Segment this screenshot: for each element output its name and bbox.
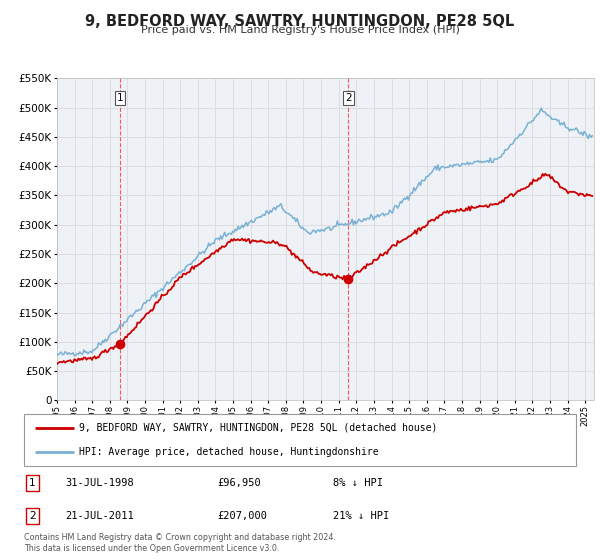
FancyBboxPatch shape: [24, 414, 576, 466]
Text: Price paid vs. HM Land Registry's House Price Index (HPI): Price paid vs. HM Land Registry's House …: [140, 25, 460, 35]
Text: 9, BEDFORD WAY, SAWTRY, HUNTINGDON, PE28 5QL: 9, BEDFORD WAY, SAWTRY, HUNTINGDON, PE28…: [85, 14, 515, 29]
Text: 8% ↓ HPI: 8% ↓ HPI: [333, 478, 383, 488]
Text: 21-JUL-2011: 21-JUL-2011: [65, 511, 134, 521]
Text: HPI: Average price, detached house, Huntingdonshire: HPI: Average price, detached house, Hunt…: [79, 447, 379, 457]
Text: 31-JUL-1998: 31-JUL-1998: [65, 478, 134, 488]
Text: Contains HM Land Registry data © Crown copyright and database right 2024.
This d: Contains HM Land Registry data © Crown c…: [24, 533, 336, 553]
Text: £96,950: £96,950: [217, 478, 261, 488]
Text: 9, BEDFORD WAY, SAWTRY, HUNTINGDON, PE28 5QL (detached house): 9, BEDFORD WAY, SAWTRY, HUNTINGDON, PE28…: [79, 423, 437, 433]
Text: 21% ↓ HPI: 21% ↓ HPI: [333, 511, 389, 521]
Text: £207,000: £207,000: [217, 511, 267, 521]
Text: 1: 1: [117, 93, 124, 103]
Text: 2: 2: [345, 93, 352, 103]
Text: 1: 1: [29, 478, 35, 488]
Text: 2: 2: [29, 511, 35, 521]
